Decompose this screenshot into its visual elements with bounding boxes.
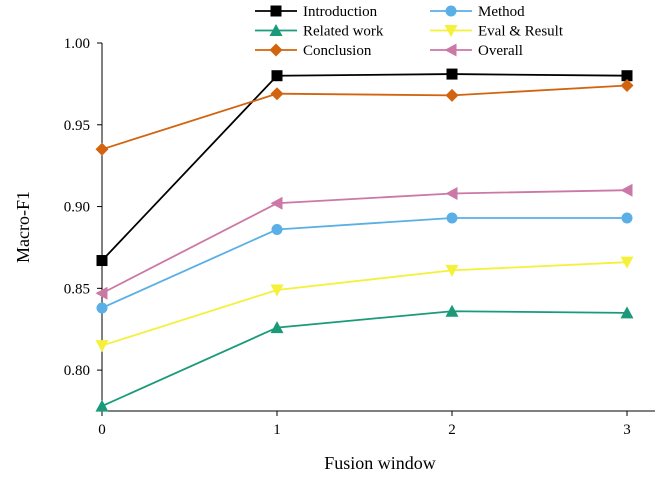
legend-label: Eval & Result (478, 24, 564, 40)
legend-label: Overall (478, 43, 523, 59)
legend-label: Related work (303, 24, 384, 40)
series-line-conclusion (101, 84, 628, 151)
legend-marker (444, 25, 458, 37)
data-point-introduction (621, 70, 633, 82)
data-point-introduction (446, 68, 458, 80)
data-point-related-work (95, 399, 109, 412)
x-axis-title: Fusion window (324, 453, 436, 473)
data-point-conclusion (95, 142, 109, 156)
data-point-overall (95, 286, 108, 300)
legend-marker (269, 24, 283, 36)
x-tick-label: 2 (448, 422, 456, 438)
legend-marker (270, 5, 282, 17)
series-line-introduction (101, 73, 628, 262)
legend-item-method: Method (430, 4, 525, 20)
legend-item-conclusion: Conclusion (255, 43, 372, 59)
x-tick-label: 3 (623, 422, 631, 438)
series-lines (101, 73, 628, 407)
axis-ticks: 0 1 2 3 0.80 0.85 0.90 0.95 1.00 (64, 36, 631, 438)
legend-marker (269, 43, 283, 57)
data-point-conclusion (270, 87, 284, 101)
series-line-related-work (101, 310, 628, 407)
legend-item-eval-result: Eval & Result (430, 24, 564, 40)
legend-label: Method (478, 4, 525, 20)
series-markers (95, 68, 634, 412)
legend-marker (445, 5, 457, 17)
data-point-method (271, 223, 283, 235)
data-point-related-work (445, 304, 459, 317)
y-tick-label: 0.95 (64, 118, 90, 134)
x-tick-label: 1 (273, 422, 281, 438)
data-point-eval-result (270, 284, 284, 297)
y-tick-label: 0.85 (64, 281, 90, 297)
chart-axes (101, 43, 655, 412)
legend-label: Conclusion (303, 43, 372, 59)
data-point-introduction (96, 255, 108, 267)
data-point-overall (620, 183, 633, 197)
data-point-eval-result (445, 264, 459, 277)
y-tick-label: 0.80 (64, 363, 90, 379)
legend-marker (444, 43, 457, 57)
data-point-overall (270, 196, 283, 210)
data-point-method (96, 302, 108, 314)
y-axis-title: Macro-F1 (13, 191, 33, 263)
series-line-overall (101, 189, 628, 295)
data-point-introduction (271, 70, 283, 82)
series-line-method (101, 217, 627, 309)
data-point-related-work (270, 321, 284, 334)
legend-item-overall: Overall (430, 43, 523, 59)
data-point-eval-result (95, 340, 109, 353)
data-point-conclusion (620, 79, 634, 93)
data-point-conclusion (445, 88, 459, 102)
data-point-eval-result (620, 256, 634, 269)
legend-label: Introduction (303, 4, 378, 20)
legend-item-introduction: Introduction (255, 4, 378, 20)
x-tick-label: 0 (98, 422, 106, 438)
data-point-overall (445, 186, 458, 200)
series-line-eval-result (101, 261, 628, 347)
y-tick-label: 0.90 (64, 200, 90, 216)
chart-legend: Introduction Method Related work Eval & Res… (255, 4, 564, 59)
data-point-related-work (620, 306, 634, 319)
data-point-method (446, 212, 458, 224)
y-tick-label: 1.00 (64, 36, 90, 52)
data-point-method (621, 212, 633, 224)
legend-item-related-work: Related work (255, 24, 384, 40)
